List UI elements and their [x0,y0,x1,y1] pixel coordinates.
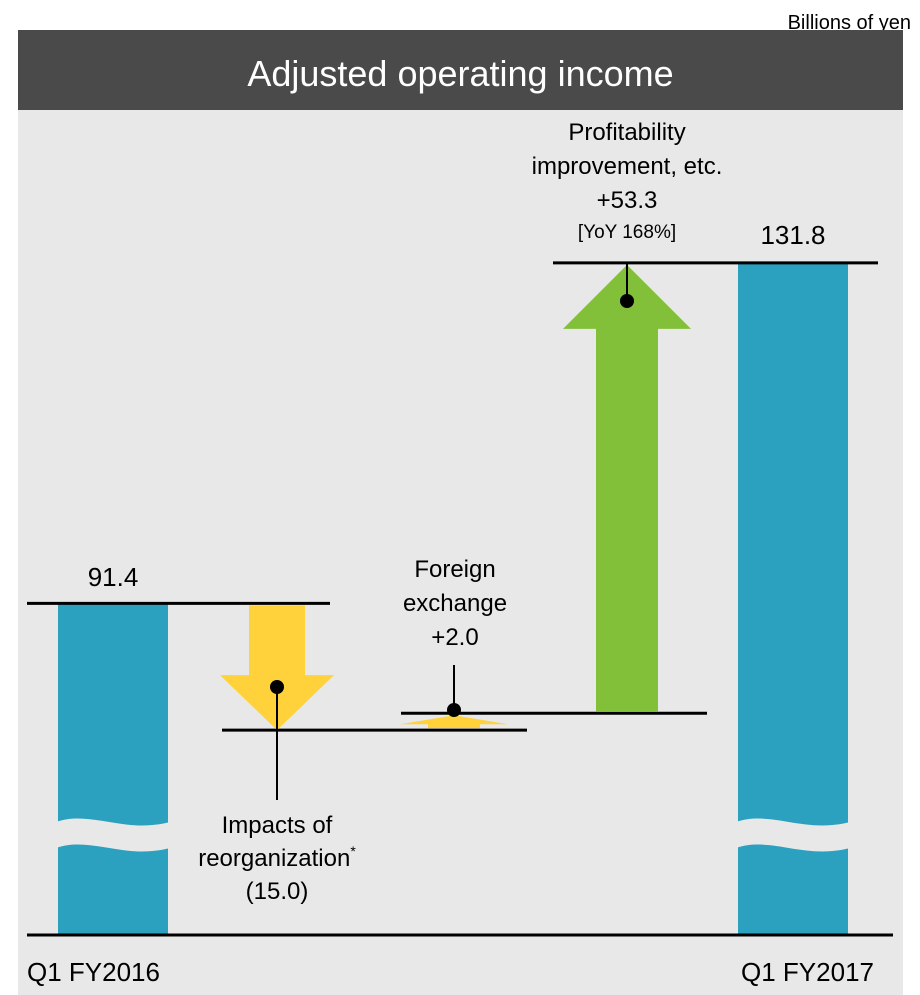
dot-foreign-exchange [447,703,461,717]
label-reorg-line2: reorganization* [198,843,356,872]
label-reorg-line3: (15.0) [246,878,309,905]
arrow-profitability [563,264,691,712]
label-fx-line2: exchange [403,590,507,617]
footnote-mark: * [350,843,356,859]
bar-q1-fy2016-break [56,818,170,852]
bar-q1-fy2016 [58,603,168,935]
label-fx-line1: Foreign [414,556,495,583]
plot-background [18,110,903,995]
arrow-reorganization [220,605,334,731]
dot-reorganization [270,680,284,694]
unit-label: Billions of yen [787,12,911,34]
chart-title: Adjusted operating income [18,30,903,110]
label-fx-line3: +2.0 [431,624,478,651]
arrow-foreign-exchange [400,715,508,729]
label-profit-yoy: [YoY 168%] [578,222,676,243]
label-profit-line1: Profitability [568,119,685,146]
bar-q1-fy2017-break [736,818,850,852]
value-label-start: 91.4 [88,562,139,592]
label-profit-line3: +53.3 [597,187,658,214]
label-reorg-line1: Impacts of [222,812,333,839]
value-label-end: 131.8 [760,220,825,250]
dot-profitability [620,294,634,308]
bar-q1-fy2017 [738,262,848,936]
x-label-end: Q1 FY2017 [741,957,874,987]
x-label-start: Q1 FY2016 [27,957,160,987]
label-profit-line2: improvement, etc. [532,153,723,180]
